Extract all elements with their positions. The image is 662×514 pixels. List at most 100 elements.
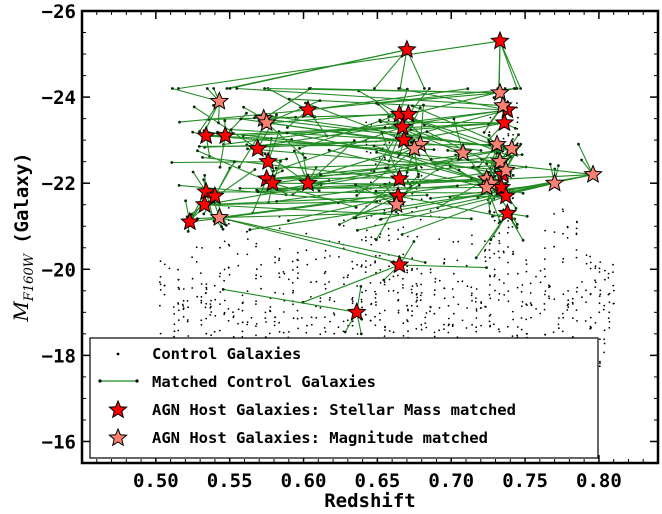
control-galaxy-point: [447, 317, 450, 320]
control-galaxy-point: [539, 312, 542, 315]
legend-pink-star-shape: [108, 427, 128, 447]
control-galaxy-point: [475, 326, 478, 329]
matched-control-point: [466, 87, 470, 91]
control-galaxy-point: [269, 306, 272, 308]
matched-control-point: [263, 152, 267, 156]
control-galaxy-point: [558, 317, 560, 319]
matched-control-point: [274, 166, 278, 170]
matched-control-line: [289, 98, 508, 111]
control-galaxy-point: [589, 327, 592, 330]
control-galaxy-point: [209, 307, 212, 309]
control-galaxy-point: [607, 317, 610, 319]
agn-magnitude-star: [544, 172, 565, 192]
agn-stellar-mass-star: [258, 151, 278, 170]
control-galaxy-point: [507, 300, 510, 303]
plot-frame: [80, 9, 660, 465]
matched-control-point: [229, 128, 233, 132]
control-galaxy-point: [300, 317, 303, 319]
control-galaxy-point: [598, 311, 601, 314]
control-galaxy-point: [310, 323, 313, 326]
matched-control-point: [412, 240, 416, 243]
matched-control-point: [513, 126, 517, 130]
control-galaxy-point: [305, 232, 308, 235]
control-galaxy-point: [360, 239, 363, 241]
control-galaxy-point: [163, 293, 166, 296]
control-galaxy-point: [173, 323, 176, 326]
control-galaxy-point: [512, 138, 514, 140]
control-galaxy-point: [292, 291, 294, 294]
control-galaxy-point: [471, 323, 473, 326]
control-galaxy-point: [434, 281, 437, 283]
agn-magnitude-star: [404, 138, 425, 158]
control-galaxy-point: [530, 303, 533, 306]
control-galaxy-point: [420, 272, 423, 275]
control-galaxy-point: [237, 264, 240, 267]
matched-control-line: [272, 182, 357, 208]
control-galaxy-point: [608, 301, 611, 304]
matched-control-point: [170, 161, 174, 164]
legend-control-label: Control Galaxies: [152, 345, 301, 363]
control-galaxy-point: [370, 243, 373, 246]
control-galaxy-point: [402, 226, 405, 229]
matched-control-point: [225, 87, 229, 90]
control-galaxy-point: [452, 241, 455, 243]
control-galaxy-point: [429, 210, 432, 212]
control-galaxy-point: [443, 258, 446, 261]
control-galaxy-point: [562, 316, 565, 319]
agn-magnitude-star: [476, 177, 497, 196]
control-galaxy-point: [488, 293, 491, 296]
control-galaxy-point: [195, 261, 198, 263]
control-galaxy-point: [521, 284, 524, 286]
control-galaxy-point: [361, 291, 363, 294]
control-galaxy-point: [561, 312, 564, 315]
control-galaxy-point: [488, 315, 491, 317]
control-galaxy-point: [292, 317, 295, 320]
control-galaxy-point: [360, 300, 363, 303]
control-galaxy-point: [219, 272, 222, 275]
x-tick-label: 0.75: [502, 470, 548, 492]
control-galaxy-point: [526, 304, 528, 306]
control-galaxy-point: [589, 325, 592, 328]
matched-control-line: [204, 194, 428, 206]
control-galaxy-point: [612, 302, 615, 305]
agn-stellar-mass-star: [180, 211, 200, 231]
control-galaxy-point: [516, 272, 519, 275]
control-galaxy-point: [374, 290, 376, 293]
legend-magnitude-star: [108, 427, 128, 447]
control-galaxy-point: [520, 290, 523, 293]
matched-control-point: [379, 217, 383, 221]
matched-control-point: [352, 139, 356, 143]
control-galaxy-point: [503, 282, 505, 284]
control-galaxy-point: [255, 303, 257, 305]
control-galaxy-point: [429, 271, 432, 274]
control-galaxy-point: [443, 287, 446, 290]
y-tick-label: −24: [42, 87, 76, 109]
control-galaxy-point: [305, 331, 308, 334]
control-galaxy-point: [227, 207, 230, 209]
matched-control-point: [354, 216, 358, 220]
control-galaxy-point: [599, 360, 601, 363]
agn-stellar-mass-star: [389, 254, 410, 274]
control-galaxy-point: [553, 213, 555, 215]
control-galaxy-point: [209, 314, 212, 316]
control-galaxy-point: [374, 297, 377, 299]
control-galaxy-point: [484, 260, 487, 263]
control-galaxy-point: [392, 275, 395, 278]
control-galaxy-point: [516, 334, 519, 337]
control-galaxy-point: [324, 287, 327, 290]
control-galaxy-point: [388, 141, 391, 144]
control-galaxy-point: [507, 246, 509, 248]
control-galaxy-point: [224, 299, 226, 302]
matched-control-point: [394, 210, 398, 214]
control-galaxy-point: [204, 306, 207, 309]
control-galaxy-point: [475, 308, 478, 310]
control-galaxy-point: [213, 330, 216, 333]
control-galaxy-point: [612, 284, 615, 287]
control-galaxy-point: [319, 333, 322, 336]
control-galaxy-point: [494, 289, 496, 292]
control-galaxy-point: [384, 329, 386, 331]
control-galaxy-point: [163, 263, 166, 266]
matched-control-point: [192, 105, 196, 109]
control-galaxy-point: [397, 298, 400, 301]
control-galaxy-point: [544, 247, 546, 250]
